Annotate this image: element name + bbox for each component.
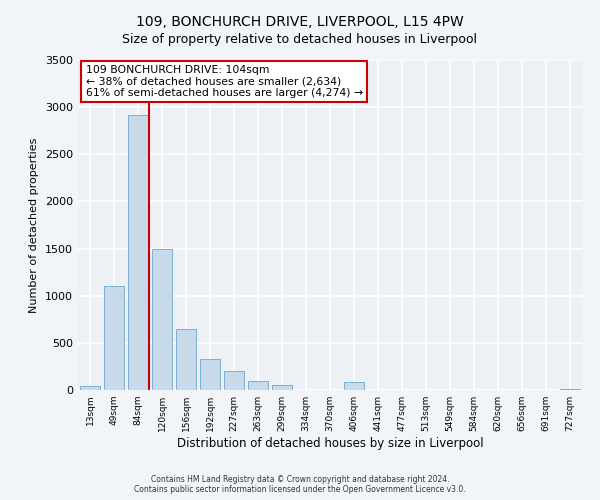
Bar [560,388,580,390]
Y-axis label: Number of detached properties: Number of detached properties [29,138,40,312]
Bar [272,386,292,390]
Bar [104,286,124,390]
Text: 109, BONCHURCH DRIVE, LIVERPOOL, L15 4PW: 109, BONCHURCH DRIVE, LIVERPOOL, L15 4PW [136,15,464,29]
X-axis label: Distribution of detached houses by size in Liverpool: Distribution of detached houses by size … [176,437,484,450]
Bar [200,359,220,390]
Bar [224,371,244,390]
Text: Size of property relative to detached houses in Liverpool: Size of property relative to detached ho… [122,32,478,46]
Text: 109 BONCHURCH DRIVE: 104sqm
← 38% of detached houses are smaller (2,634)
61% of : 109 BONCHURCH DRIVE: 104sqm ← 38% of det… [86,65,362,98]
Bar [176,328,196,390]
Bar [80,386,100,390]
Bar [248,380,268,390]
Bar [152,248,172,390]
Bar [128,114,148,390]
Text: Contains HM Land Registry data © Crown copyright and database right 2024.
Contai: Contains HM Land Registry data © Crown c… [134,474,466,494]
Bar [344,382,364,390]
